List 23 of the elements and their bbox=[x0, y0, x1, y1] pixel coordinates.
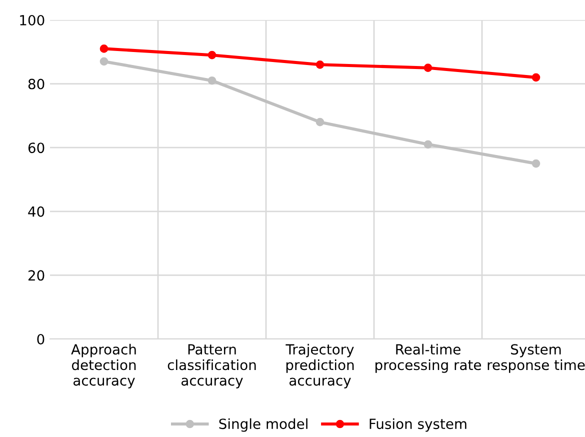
legend-label: Fusion system bbox=[370, 418, 466, 432]
point bbox=[316, 118, 324, 126]
point bbox=[424, 64, 432, 72]
x-tick-label: Pattern classification accuracy bbox=[168, 344, 256, 388]
point bbox=[208, 76, 216, 85]
y-tick-label: 80 bbox=[28, 78, 44, 90]
y-tick-label: 60 bbox=[28, 142, 44, 154]
point bbox=[316, 60, 324, 69]
point bbox=[100, 57, 108, 66]
point bbox=[532, 73, 540, 82]
y-tick-label: 0 bbox=[37, 334, 44, 344]
x-tick-label: Approach detection accuracy bbox=[71, 344, 136, 388]
y-tick-label: 20 bbox=[28, 270, 44, 281]
legend-label: Single model bbox=[219, 418, 308, 432]
point bbox=[208, 50, 216, 60]
x-tick-label: Trajectory prediction accuracy bbox=[286, 344, 354, 388]
x-tick-label: Real-time processing rate bbox=[376, 344, 481, 373]
point bbox=[532, 159, 540, 168]
y-tick-label: 40 bbox=[28, 206, 44, 217]
y-tick-label: 100 bbox=[20, 14, 44, 26]
x-tick-label: System response time bbox=[488, 344, 585, 373]
point bbox=[100, 44, 108, 53]
point bbox=[424, 140, 432, 149]
